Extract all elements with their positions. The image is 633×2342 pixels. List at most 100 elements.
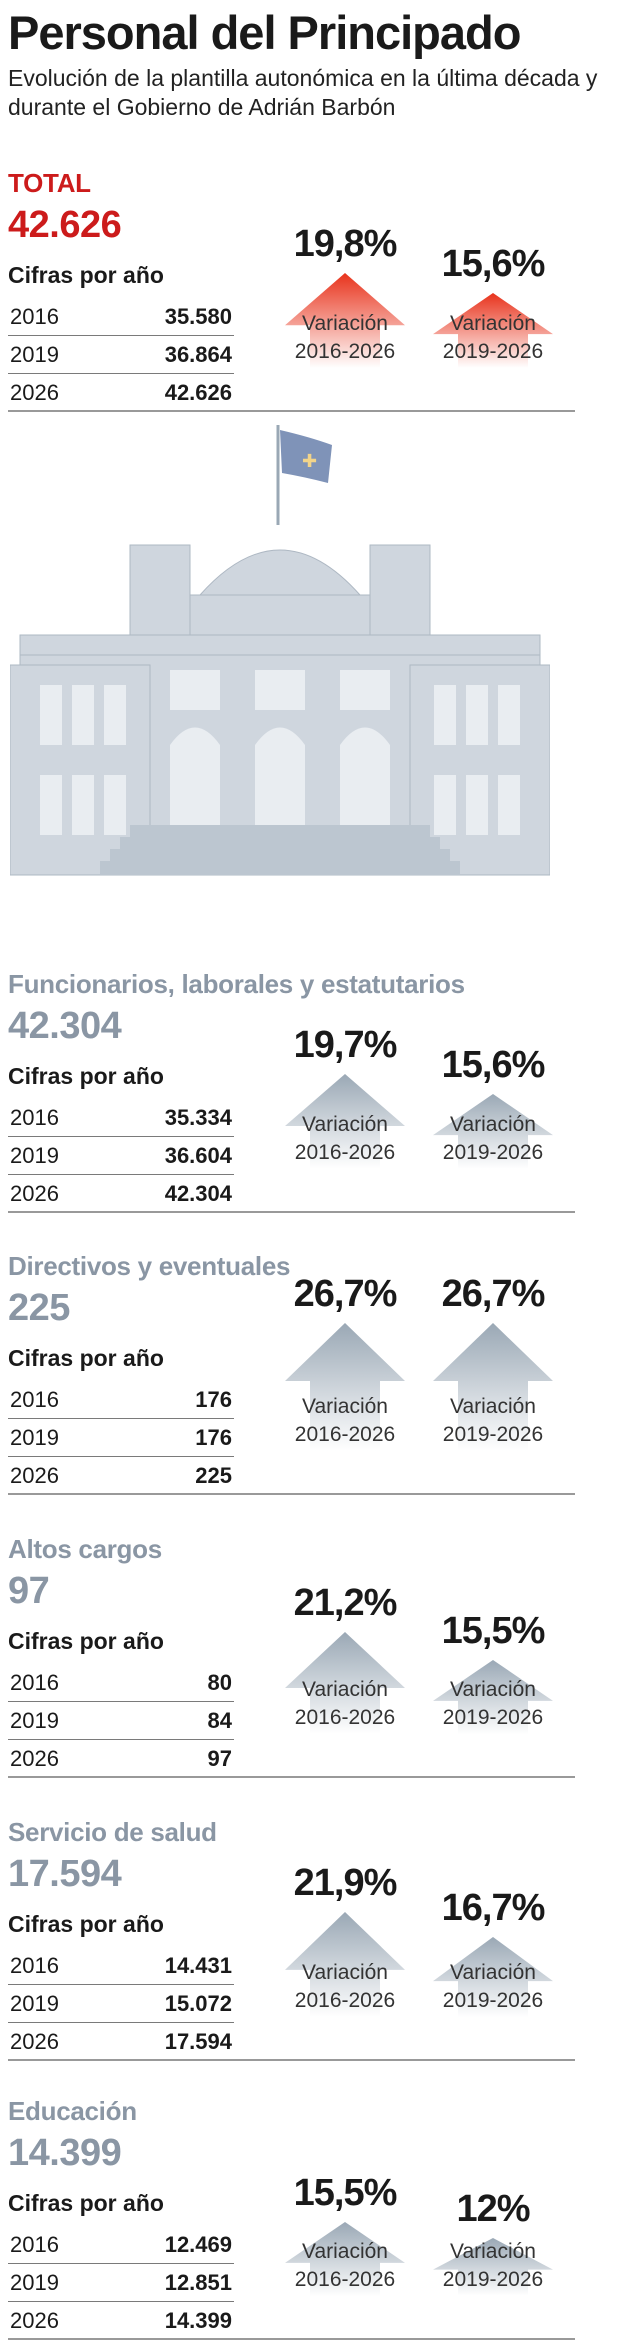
table-row: 2026 225 [8,1457,234,1494]
variation-arrow [285,1632,405,1734]
variation-label: Variación [450,312,536,335]
table-row: 2026 42.626 [8,374,234,411]
table-row: 2016 12.469 [8,2226,234,2264]
value-cell: 42.304 [164,1180,232,1206]
value-cell: 42.626 [164,379,232,405]
variation-period: 2016-2026 [294,1706,396,1729]
palace-illustration: ✚ [10,425,550,876]
year-cell: 2019 [10,341,59,367]
variation-percent: 12% [456,2188,530,2231]
table-row: 2026 97 [8,1740,234,1777]
value-cell: 15.072 [164,1990,232,2016]
value-cell: 17.594 [164,2028,232,2054]
variation-percent: 15,6% [441,1044,546,1087]
value-cell: 84 [207,1707,232,1733]
value-cell: 36.864 [164,341,232,367]
variation-period: 2016-2026 [294,340,396,363]
table-row: 2019 176 [8,1419,234,1457]
variation-arrow [285,272,405,368]
value-cell: 14.399 [164,2307,232,2333]
year-cell: 2019 [10,1142,59,1168]
year-cell: 2019 [10,2269,59,2295]
year-cell: 2016 [10,303,59,329]
variation-label: Variación [302,1395,388,1418]
section-total: 42.626 [8,204,122,246]
variation-period: 2016-2026 [294,2268,396,2291]
table-row: 2019 12.851 [8,2264,234,2302]
variation-period: 2016-2026 [294,1423,396,1446]
table-title: Cifras por año [8,2190,164,2216]
value-cell: 225 [195,1462,232,1488]
variation-label: Variación [302,2240,388,2263]
variation-period: 2019-2026 [442,1141,544,1164]
variation-arrow [433,1659,553,1734]
section-total: 42.304 [8,1005,122,1047]
variation-percent: 26,7% [293,1272,398,1315]
table-title: Cifras por año [8,262,164,288]
section-total: 17.594 [8,1853,122,1895]
value-cell: 97 [207,1745,232,1771]
section-divider [8,2059,575,2061]
table-row: 2016 35.580 [8,298,234,336]
value-cell: 176 [195,1386,232,1412]
year-cell: 2016 [10,1386,59,1412]
section-divider [8,2338,575,2340]
yearly-table: 2016 14.431 2019 15.072 2026 17.594 [8,1947,234,2060]
variation-period: 2019-2026 [442,340,544,363]
variation-label: Variación [302,1113,388,1136]
table-title: Cifras por año [8,1628,164,1654]
table-title: Cifras por año [8,1063,164,1089]
table-row: 2019 15.072 [8,1985,234,2023]
variation-period: 2019-2026 [442,2268,544,2291]
table-row: 2016 14.431 [8,1947,234,1985]
variation-percent: 26,7% [441,1272,546,1315]
variation-label: Variación [450,1961,536,1984]
table-title: Cifras por año [8,1911,164,1937]
table-title: Cifras por año [8,1345,164,1371]
page-title: Personal del Principado [8,6,521,59]
variation-arrow [433,1322,553,1451]
section-title: TOTAL [8,168,91,198]
value-cell: 80 [207,1669,232,1695]
year-cell: 2026 [10,1745,59,1771]
variation-percent: 15,5% [441,1609,546,1652]
variation-label: Variación [450,1395,536,1418]
table-row: 2019 36.864 [8,336,234,374]
table-row: 2016 176 [8,1381,234,1419]
section-title: Altos cargos [8,1534,162,1564]
section-title: Educación [8,2096,137,2126]
section-title: Directivos y eventuales [8,1251,291,1281]
variation-label: Variación [450,2240,536,2263]
yearly-table: 2016 35.580 2019 36.864 2026 42.626 [8,298,234,411]
value-cell: 35.580 [164,303,232,329]
variation-percent: 15,5% [293,2171,398,2214]
variation-label: Variación [302,1961,388,1984]
svg-text:✚: ✚ [302,451,317,472]
flag-icon: ✚ [276,425,332,525]
year-cell: 2016 [10,1952,59,1978]
section-total: 14.399 [8,2132,122,2174]
variation-period: 2019-2026 [442,1706,544,1729]
variation-arrow [433,2238,553,2296]
value-cell: 12.469 [164,2231,232,2257]
section-title: Servicio de salud [8,1817,217,1847]
table-row: 2019 84 [8,1702,234,1740]
variation-label: Variación [302,1678,388,1701]
section-divider [8,1493,575,1495]
variation-label: Variación [450,1113,536,1136]
variation-arrow [285,1322,405,1451]
variation-arrow [433,293,553,368]
year-cell: 2026 [10,2307,59,2333]
variation-period: 2016-2026 [294,1989,396,2012]
year-cell: 2016 [10,1104,59,1130]
year-cell: 2019 [10,1707,59,1733]
year-cell: 2016 [10,2231,59,2257]
variation-label: Variación [450,1678,536,1701]
variation-percent: 16,7% [441,1886,546,1929]
section-total: 97 [8,1570,50,1612]
section-title: Funcionarios, laborales y estatutarios [8,969,465,999]
year-cell: 2026 [10,2028,59,2054]
year-cell: 2026 [10,1180,59,1206]
value-cell: 12.851 [164,2269,232,2295]
table-row: 2016 80 [8,1664,234,1702]
